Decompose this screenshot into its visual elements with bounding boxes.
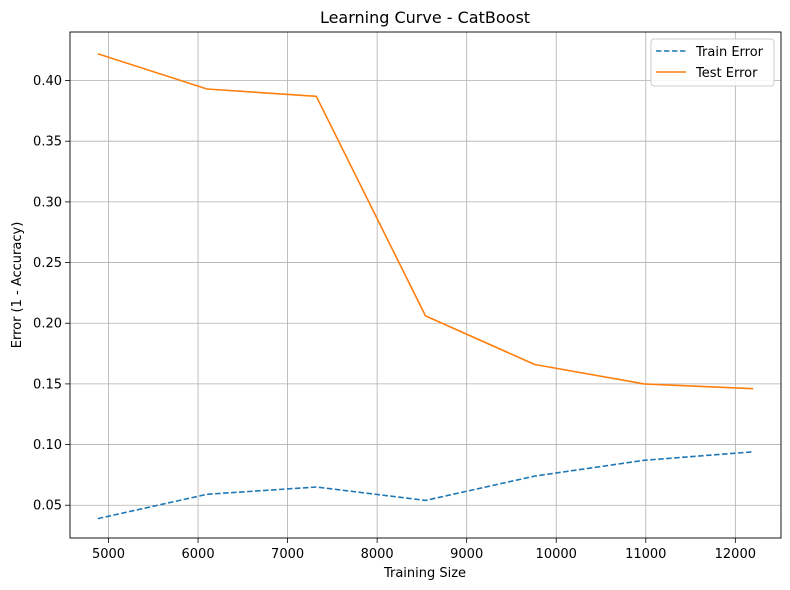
series-line-0	[97, 451, 754, 520]
y-tick-label: 0.20	[33, 317, 62, 332]
x-tick-label: 8000	[361, 547, 394, 562]
x-tick-label: 7000	[271, 547, 304, 562]
x-tick-label: 6000	[182, 547, 215, 562]
x-tick-label: 11000	[625, 547, 666, 562]
y-tick-label: 0.40	[33, 74, 62, 89]
x-tick-label: 9000	[450, 547, 483, 562]
chart-title: Learning Curve - CatBoost	[320, 8, 530, 27]
y-tick-label: 0.25	[33, 256, 62, 271]
y-axis-label: Error (1 - Accuracy)	[10, 222, 25, 349]
x-tick-label: 5000	[92, 547, 125, 562]
x-tick-label: 12000	[715, 547, 756, 562]
y-tick-label: 0.30	[33, 195, 62, 210]
legend-label-1: Test Error	[695, 66, 758, 81]
x-tick-label: 10000	[536, 547, 577, 562]
x-axis-label: Training Size	[383, 566, 466, 581]
y-tick-label: 0.05	[33, 499, 62, 514]
y-tick-label: 0.15	[33, 377, 62, 392]
series-line-1	[97, 53, 754, 390]
legend-label-0: Train Error	[695, 45, 764, 60]
axes-frame	[69, 31, 782, 539]
plot-area: 5000 6000 7000 8000 9000 10000 11000 12000 0.05 0…	[33, 31, 782, 562]
y-tick-label: 0.35	[33, 135, 62, 150]
y-tick-label: 0.10	[33, 438, 62, 453]
